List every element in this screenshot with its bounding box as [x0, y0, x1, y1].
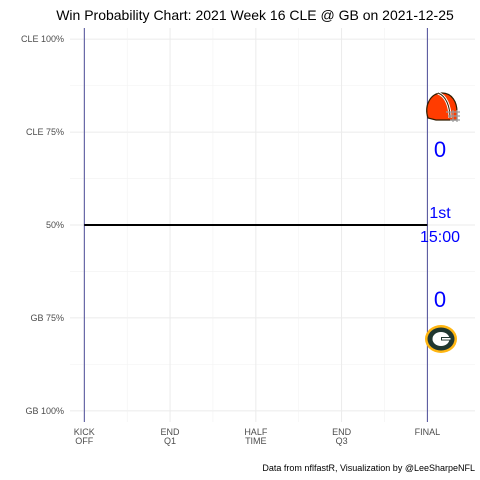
- x-tick-label-line: FINAL: [415, 427, 441, 437]
- y-tick-label-0: CLE 100%: [21, 34, 64, 44]
- y-tick-label-4: GB 100%: [25, 406, 64, 416]
- x-tick-label-1: END Q1: [161, 427, 181, 446]
- x-tick-label-3: END Q3: [332, 427, 352, 446]
- game-clock: 15:00: [420, 229, 460, 246]
- chart-title: Win Probability Chart: 2021 Week 16 CLE …: [56, 7, 454, 23]
- x-tick-label-4: FINAL: [415, 427, 441, 437]
- x-tick-label-2: HALF TIME: [244, 427, 268, 446]
- x-tick-label-0: KICK OFF: [74, 427, 95, 446]
- x-tick-label-line: HALF: [244, 427, 268, 437]
- x-tick-label-line: TIME: [245, 436, 267, 446]
- y-tick-label-2: 50%: [46, 220, 64, 230]
- x-tick-label-line: END: [332, 427, 352, 437]
- y-tick-label-1: CLE 75%: [26, 127, 64, 137]
- away-score: 0: [434, 137, 446, 162]
- x-tick-label-line: Q3: [336, 436, 348, 446]
- quarter-label: 1st: [429, 205, 451, 222]
- browns-helmet-icon: [426, 91, 460, 122]
- home-score: 0: [434, 287, 446, 312]
- x-tick-label-line: KICK: [74, 427, 95, 437]
- packers-g-icon: [425, 325, 457, 353]
- y-tick-labels: CLE 100% CLE 75% 50% GB 75% GB 100%: [21, 34, 64, 416]
- x-tick-label-line: END: [161, 427, 181, 437]
- chart-caption: Data from nflfastR, Visualization by @Le…: [262, 463, 475, 473]
- y-tick-label-3: GB 75%: [30, 313, 64, 323]
- x-tick-label-line: OFF: [75, 436, 93, 446]
- x-tick-label-line: Q1: [164, 436, 176, 446]
